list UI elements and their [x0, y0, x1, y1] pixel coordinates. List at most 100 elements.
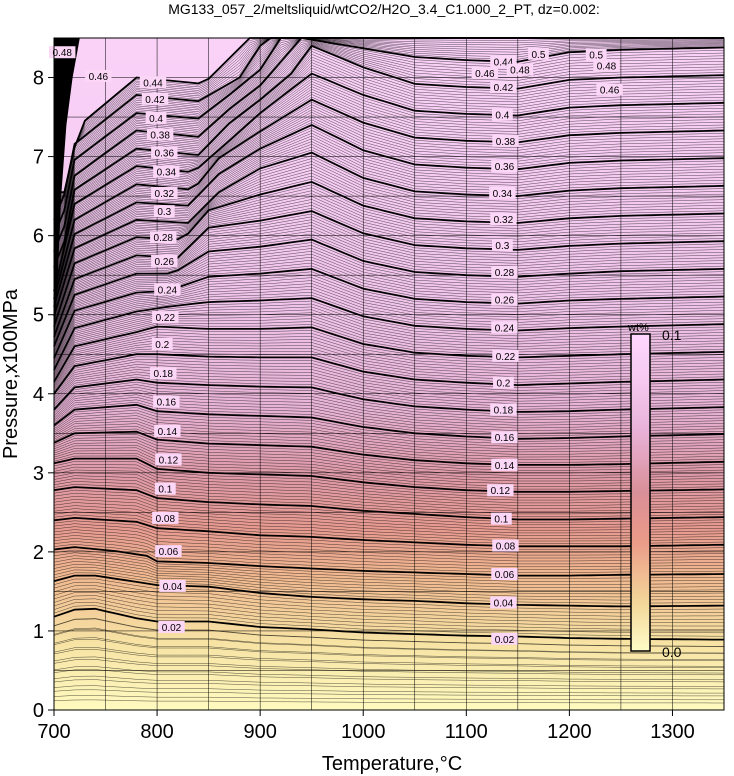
contour-label-0.46: 0.46 — [471, 66, 499, 80]
minor-contour-line — [53, 464, 725, 498]
y-tick-label: 4 — [33, 384, 44, 406]
minor-contour-line — [53, 65, 725, 284]
contour-label-bg — [151, 186, 178, 199]
contour-label-bg — [151, 254, 178, 267]
minor-contour-line — [53, 409, 725, 445]
minor-contour-line — [53, 543, 725, 573]
contour-label-bg — [155, 545, 182, 558]
minor-contour-line — [53, 248, 725, 350]
y-tick-label: 3 — [33, 463, 44, 485]
minor-contour-line — [53, 245, 725, 349]
contour-label-text: 0.02 — [162, 623, 182, 634]
contour-label-0.24: 0.24 — [491, 321, 518, 334]
x-tick-label: 1300 — [650, 721, 695, 743]
contour-label-0.18: 0.18 — [490, 403, 517, 417]
x-axis: 700 800 900 1000 1100 1200 1300 — [37, 710, 695, 743]
contour-label-0.32: 0.32 — [151, 186, 178, 200]
minor-contour-line — [53, 595, 724, 627]
contour-label-text: 0.26 — [155, 257, 175, 268]
minor-contour-line — [53, 329, 725, 384]
minor-contour-line — [53, 230, 725, 344]
minor-contour-line — [53, 202, 725, 334]
y-tick-label: 0 — [33, 700, 44, 722]
minor-contour-line — [53, 434, 725, 468]
minor-contour-line — [53, 286, 725, 366]
contour-label-text: 0.1 — [494, 515, 508, 526]
minor-contour-line — [53, 292, 725, 368]
minor-contour-line — [53, 119, 725, 306]
contour-label-text: 0.14 — [158, 427, 178, 438]
contour-label-0.46: 0.46 — [85, 69, 112, 83]
contour-label-bg — [154, 424, 181, 437]
contour-label-bg — [493, 376, 514, 389]
contour-label-bg — [491, 321, 518, 334]
minor-contour-line — [53, 164, 725, 321]
contour-label-text: 0.36 — [155, 149, 175, 160]
minor-contour-line — [53, 376, 725, 410]
contour-label-0.36: 0.36 — [491, 160, 518, 173]
contour-line-0.1 — [53, 486, 725, 521]
contour-label-bg — [155, 453, 182, 466]
minor-contour-line — [53, 699, 724, 704]
contour-label-bg — [159, 579, 186, 592]
minor-contour-line — [53, 649, 725, 669]
contour-label-bg — [491, 239, 513, 252]
minor-contour-line — [53, 601, 724, 634]
contour-label-bg — [491, 458, 518, 471]
minor-contour-line — [53, 149, 725, 316]
contour-label-text: 0.32 — [155, 189, 175, 200]
colorbar-scale — [630, 333, 651, 652]
contour-line-0.18 — [53, 378, 725, 413]
contour-label-bg — [490, 403, 517, 416]
contour-label-0.02: 0.02 — [158, 620, 185, 634]
contour-label-text: 0.04 — [163, 582, 183, 593]
contour-label-0.34: 0.34 — [153, 165, 180, 179]
minor-contour-line — [53, 303, 725, 373]
minor-contour-line — [53, 196, 725, 332]
minor-contour-line — [53, 334, 725, 386]
colorbar-min-label: 0.0 — [662, 644, 682, 660]
minor-contour-line — [53, 685, 724, 694]
minor-contour-line — [53, 331, 725, 385]
minor-contour-line — [53, 283, 725, 365]
y-axis-label: Pressure,x100MPa — [0, 288, 22, 459]
minor-contour-line — [53, 598, 724, 630]
minor-contour-line — [53, 407, 725, 442]
minor-contour-line — [53, 627, 725, 654]
contour-label-0.26: 0.26 — [151, 254, 178, 268]
minor-contour-line — [53, 455, 725, 490]
minor-contour-line — [53, 193, 725, 331]
minor-contour-line — [53, 364, 725, 401]
minor-contour-line — [53, 549, 725, 579]
minor-contour-line — [53, 605, 724, 637]
minor-contour-line — [53, 679, 724, 690]
contour-label-text: 0.4 — [495, 111, 509, 122]
minor-contour-line — [53, 492, 725, 526]
contour-label-bg — [528, 47, 549, 60]
minor-contour-line — [53, 695, 724, 701]
minor-contour-line — [53, 386, 725, 421]
contour-label-0.14: 0.14 — [154, 424, 181, 438]
contour-label-0.08: 0.08 — [152, 511, 179, 525]
minor-contour-line — [53, 563, 725, 595]
contour-label-text: 0.12 — [491, 486, 511, 497]
contour-label-0.46: 0.46 — [596, 83, 623, 96]
contour-label-0.28: 0.28 — [150, 231, 177, 244]
y-tick-label: 6 — [33, 226, 44, 248]
contour-label-text: 0.02 — [495, 635, 515, 646]
contour-label-0.26: 0.26 — [491, 293, 518, 307]
minor-contour-line — [53, 359, 725, 398]
contour-label-bg — [471, 66, 499, 79]
minor-contour-line — [53, 117, 725, 305]
x-tick-label: 1200 — [547, 721, 592, 743]
contour-label-text: 0.1 — [158, 485, 172, 496]
minor-contour-line — [53, 277, 725, 362]
contour-line-0.28 — [53, 238, 725, 347]
minor-contour-line — [53, 514, 725, 544]
contour-label-0.12: 0.12 — [155, 453, 182, 466]
contour-label-bg — [489, 186, 516, 199]
contour-label-0.04: 0.04 — [490, 596, 517, 609]
minor-contour-line — [53, 190, 725, 330]
minor-contour-line — [53, 689, 724, 697]
contour-label-bg — [158, 620, 185, 633]
